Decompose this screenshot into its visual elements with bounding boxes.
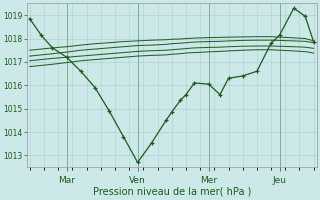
X-axis label: Pression niveau de la mer( hPa ): Pression niveau de la mer( hPa ) bbox=[92, 187, 251, 197]
